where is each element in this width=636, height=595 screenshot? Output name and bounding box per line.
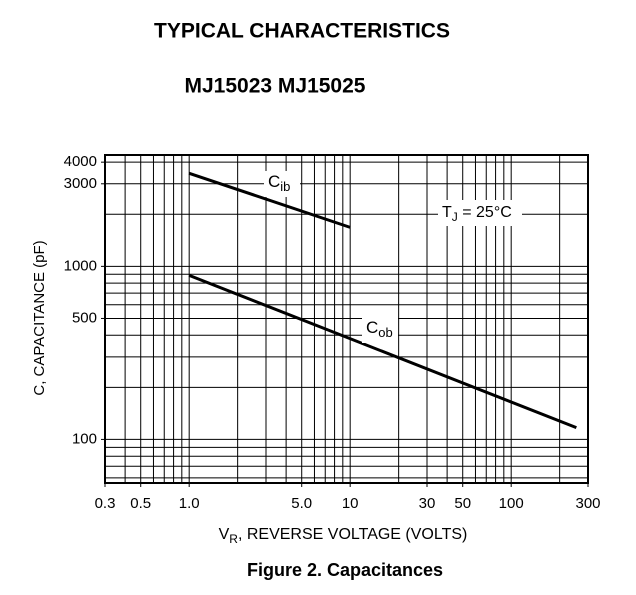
y-tick-label: 4000 [64, 153, 97, 170]
series-label-sub: ob [378, 325, 392, 340]
x-tick-label: 0.5 [130, 495, 151, 512]
y-tick-label: 3000 [64, 175, 97, 192]
annotation: TJ = 25°C [442, 204, 512, 224]
chart-title: TYPICAL CHARACTERISTICS [154, 20, 450, 43]
x-label-part: , REVERSE VOLTAGE (VOLTS) [238, 526, 467, 543]
x-tick-label: 300 [575, 495, 600, 512]
series-label-main: C [268, 172, 280, 191]
caption: Figure 2. Capacitances [247, 560, 443, 580]
label-bg [362, 317, 398, 343]
series-label-main: C [366, 318, 378, 337]
plot-border [104, 154, 589, 484]
x-tick-label: 10 [342, 495, 359, 512]
x-tick-label: 50 [454, 495, 471, 512]
y-tick-label: 500 [72, 309, 97, 326]
x-axis-label: VR, REVERSE VOLTAGE (VOLTS) [219, 526, 468, 546]
y-axis-label: C, CAPACITANCE (pF) [31, 240, 48, 395]
series-label: Cib [268, 172, 290, 194]
label-bg [264, 171, 300, 197]
annotation-part: T [442, 204, 452, 221]
series-label-sub: ib [280, 179, 290, 194]
x-tick-label: 5.0 [291, 495, 312, 512]
y-tick-label: 100 [72, 430, 97, 447]
annotation-bg [438, 200, 522, 226]
chart-subtitle: MJ15023 MJ15025 [185, 75, 366, 98]
annotation-part: = 25°C [458, 204, 512, 221]
x-label-sub: R [229, 532, 238, 546]
annotation-sub: J [452, 210, 458, 224]
data-line [188, 273, 577, 430]
series-label: Cob [366, 318, 393, 340]
x-tick-label: 30 [419, 495, 436, 512]
x-tick-label: 1.0 [179, 495, 200, 512]
x-label-part: V [219, 526, 230, 543]
x-tick-label: 0.3 [95, 495, 116, 512]
data-line [188, 171, 351, 229]
x-tick-label: 100 [499, 495, 524, 512]
y-tick-label: 1000 [64, 257, 97, 274]
